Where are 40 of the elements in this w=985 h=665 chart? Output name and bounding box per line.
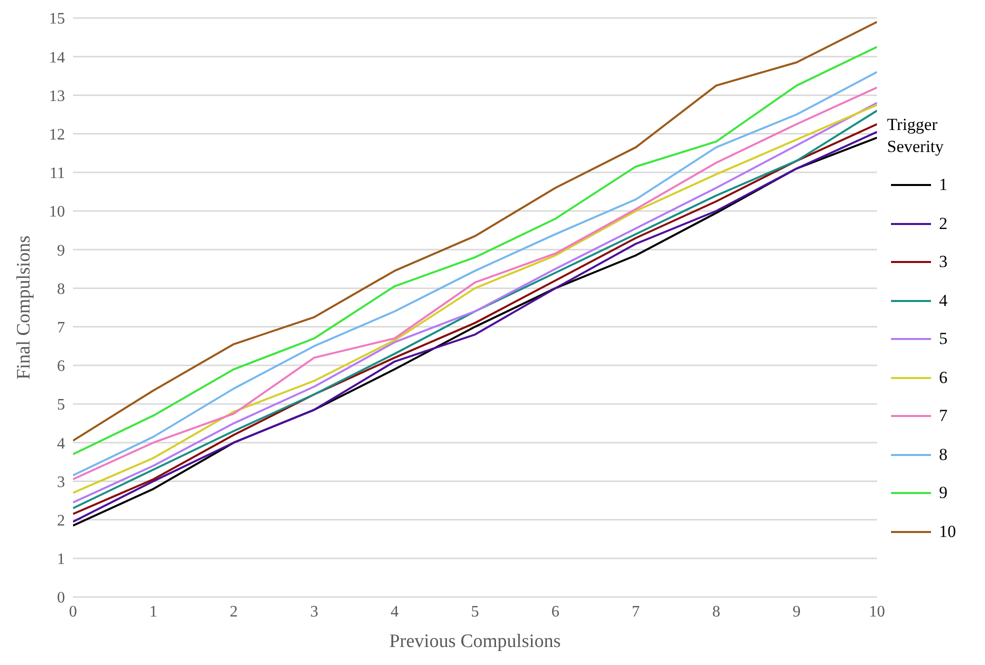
y-tick-label: 5: [57, 396, 65, 414]
y-tick-label: 10: [49, 204, 65, 221]
x-tick-label: 5: [471, 603, 479, 620]
legend-label: 3: [939, 252, 948, 272]
y-tick-label: 15: [49, 10, 65, 28]
y-tick-label: 11: [50, 165, 65, 182]
y-tick-label: 7: [57, 319, 65, 336]
y-tick-label: 1: [57, 551, 65, 568]
legend-label: 1: [939, 175, 948, 196]
legend-label: 7: [939, 406, 948, 426]
x-axis-title: Previous Compulsions: [389, 631, 561, 652]
y-tick-label: 13: [49, 88, 65, 105]
legend-label: 5: [939, 329, 948, 350]
y-tick-label: 6: [57, 358, 65, 376]
y-tick-label: 14: [49, 49, 65, 66]
y-tick-label: 9: [57, 242, 65, 260]
x-tick-label: 3: [310, 603, 318, 620]
legend-label: 10: [939, 522, 956, 542]
x-tick-label: 8: [712, 603, 720, 620]
y-tick-label: 4: [57, 435, 65, 452]
x-tick-label: 9: [792, 603, 801, 620]
legend-label: 6: [939, 368, 948, 388]
y-tick-label: 2: [57, 512, 65, 530]
legend-label: 8: [939, 444, 948, 465]
x-tick-label: 6: [551, 603, 560, 620]
x-tick-label: 0: [69, 603, 77, 620]
x-tick-label: 10: [869, 603, 885, 620]
y-axis-title: Final Compulsions: [14, 235, 35, 380]
legend-title: Trigger Severity: [887, 114, 945, 158]
y-tick-label: 8: [57, 280, 65, 298]
x-tick-label: 2: [230, 603, 238, 620]
legend-label: 9: [939, 483, 948, 504]
legend-label: 2: [939, 214, 948, 234]
x-tick-label: 7: [632, 603, 640, 620]
y-tick-label: 0: [57, 590, 65, 607]
x-tick-label: 4: [390, 603, 399, 620]
x-tick-label: 1: [149, 603, 158, 620]
y-tick-label: 3: [57, 474, 65, 491]
legend-label: 4: [939, 290, 948, 311]
y-tick-label: 12: [49, 126, 65, 144]
